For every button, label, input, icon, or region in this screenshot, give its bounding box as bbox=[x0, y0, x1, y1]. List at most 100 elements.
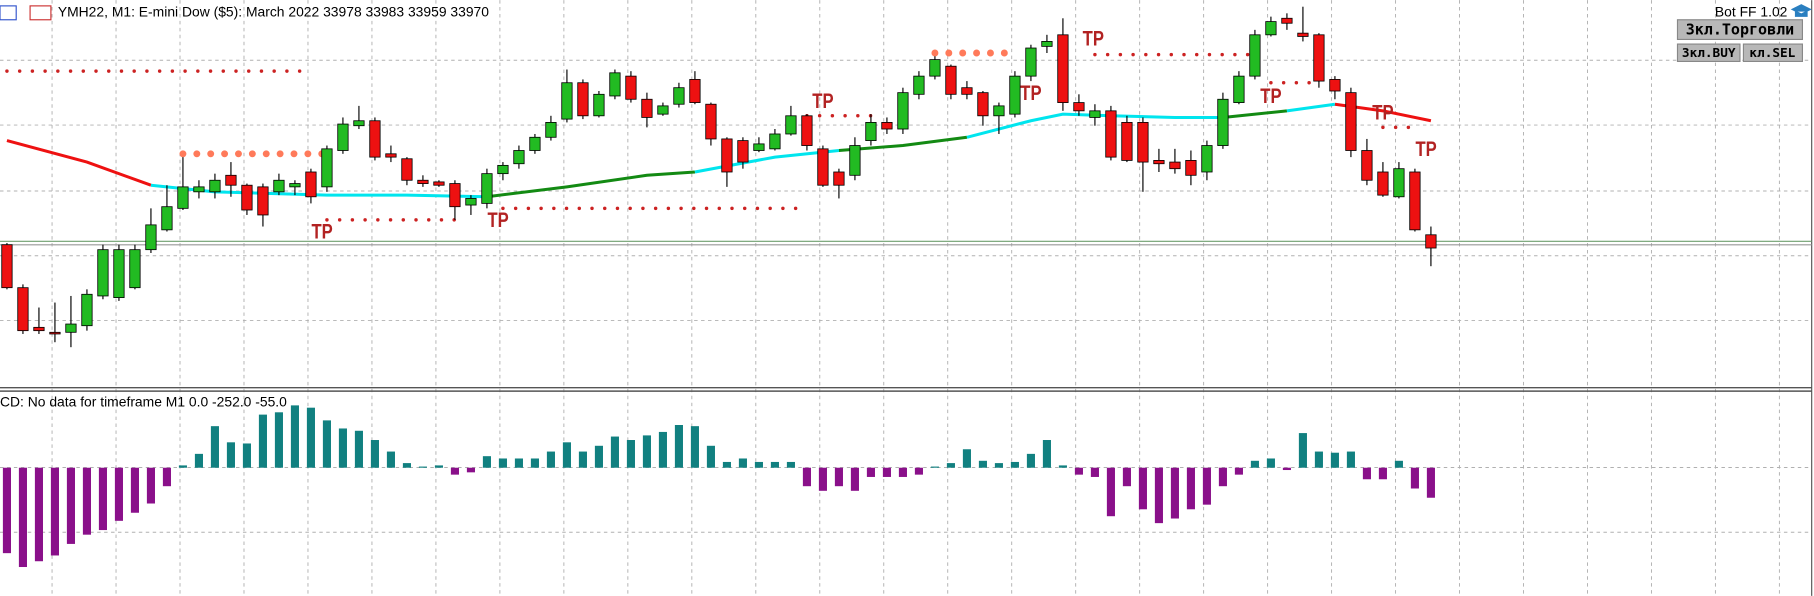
macd-bar bbox=[162, 467, 171, 487]
macd-bar bbox=[882, 467, 891, 477]
macd-bar bbox=[402, 463, 411, 468]
macd-bar bbox=[1330, 452, 1339, 468]
candle-body bbox=[625, 75, 637, 100]
macd-bar bbox=[194, 453, 203, 468]
macd-bar bbox=[98, 467, 107, 531]
candle-body bbox=[305, 171, 317, 198]
macd-bar bbox=[322, 420, 331, 468]
macd-bar bbox=[226, 442, 235, 468]
macd-bar bbox=[1234, 467, 1243, 475]
button[interactable] bbox=[1676, 43, 1741, 62]
macd-bar bbox=[546, 451, 555, 468]
macd-bar bbox=[1010, 461, 1019, 468]
macd-bar bbox=[690, 426, 699, 468]
candle-body bbox=[449, 183, 461, 208]
macd-bar bbox=[466, 467, 475, 473]
candle-body bbox=[1153, 160, 1165, 165]
macd-bar bbox=[66, 467, 75, 544]
candle-body bbox=[689, 79, 701, 103]
macd-bar bbox=[82, 467, 91, 535]
macd-bar bbox=[1026, 453, 1035, 468]
macd-bar bbox=[1218, 467, 1227, 487]
macd-bar bbox=[450, 467, 459, 475]
candle-body bbox=[1281, 17, 1293, 24]
candle-body bbox=[1073, 102, 1085, 112]
candle-body bbox=[1345, 92, 1357, 151]
candle-body bbox=[1025, 47, 1037, 77]
candle-body bbox=[177, 186, 189, 209]
macd-bar bbox=[370, 440, 379, 468]
button-label[interactable]: кл.SEL bbox=[1749, 45, 1795, 60]
button-label[interactable]: Зкл.Торговли bbox=[1686, 21, 1794, 39]
candle-body bbox=[273, 179, 285, 193]
macd-bar bbox=[178, 465, 187, 468]
macd-bar bbox=[210, 426, 219, 468]
candle-body bbox=[785, 115, 797, 135]
macd-bar bbox=[674, 425, 683, 468]
candle-body bbox=[753, 143, 765, 151]
macd-bar bbox=[962, 449, 971, 468]
macd-bar bbox=[530, 458, 539, 468]
macd-bar bbox=[1426, 467, 1435, 498]
candle-body bbox=[913, 75, 925, 95]
candle-body bbox=[561, 82, 573, 120]
macd-bar bbox=[434, 465, 443, 468]
macd-bar bbox=[386, 451, 395, 468]
button-label[interactable]: Зкл.BUY bbox=[1682, 45, 1736, 60]
macd-bar bbox=[834, 467, 843, 487]
candle-body bbox=[81, 293, 93, 327]
macd-bar bbox=[850, 467, 859, 491]
macd-bar bbox=[18, 467, 27, 568]
tp-annotation: TP bbox=[1372, 101, 1393, 124]
macd-bar bbox=[1298, 433, 1307, 468]
candle-body bbox=[209, 179, 221, 193]
candle-body bbox=[145, 224, 157, 251]
candle-body bbox=[1361, 150, 1373, 181]
moving-average bbox=[1222, 109, 1288, 119]
candle-body bbox=[1233, 75, 1245, 103]
candle-body bbox=[977, 92, 989, 117]
macd-bar bbox=[242, 443, 251, 468]
candle-body bbox=[817, 148, 829, 186]
moving-average bbox=[966, 112, 1223, 139]
macd-bar bbox=[274, 412, 283, 468]
macd-bar bbox=[34, 467, 43, 562]
moving-average bbox=[6, 139, 152, 187]
macd-bar bbox=[130, 467, 139, 513]
button[interactable] bbox=[1676, 19, 1804, 41]
macd-bar bbox=[514, 458, 523, 468]
macd-bar bbox=[722, 461, 731, 468]
bot-label: Bot FF 1.02 bbox=[1715, 3, 1788, 19]
candle-body bbox=[65, 323, 77, 333]
macd-bar bbox=[1394, 460, 1403, 468]
candle-body bbox=[657, 105, 669, 115]
macd-bar bbox=[802, 467, 811, 487]
icon bbox=[29, 5, 52, 21]
candle-body bbox=[1249, 34, 1261, 77]
macd-bar bbox=[290, 405, 299, 468]
button[interactable] bbox=[1742, 43, 1804, 62]
candle-body bbox=[1009, 75, 1021, 115]
macd-bar bbox=[1282, 467, 1291, 471]
candle-body bbox=[769, 133, 781, 150]
candle-body bbox=[1425, 234, 1437, 249]
macd-bar bbox=[818, 467, 827, 491]
candle-body bbox=[369, 120, 381, 158]
macd-bar bbox=[978, 460, 987, 468]
candle-body bbox=[673, 87, 685, 105]
macd-bar bbox=[770, 461, 779, 468]
macd-bar bbox=[658, 431, 667, 468]
candle-body bbox=[1121, 122, 1133, 161]
macd-bar bbox=[1122, 467, 1131, 487]
macd-bar bbox=[946, 463, 955, 468]
macd-bar bbox=[706, 445, 715, 468]
candle-body bbox=[1, 244, 13, 289]
macd-bar bbox=[578, 451, 587, 468]
macd-bar bbox=[354, 430, 363, 468]
moving-average bbox=[486, 170, 696, 199]
candle-body bbox=[1313, 34, 1325, 82]
macd-bar bbox=[1346, 451, 1355, 468]
candle-body bbox=[433, 181, 445, 186]
tp-annotation: TP bbox=[812, 89, 833, 112]
candle-body bbox=[33, 326, 45, 332]
